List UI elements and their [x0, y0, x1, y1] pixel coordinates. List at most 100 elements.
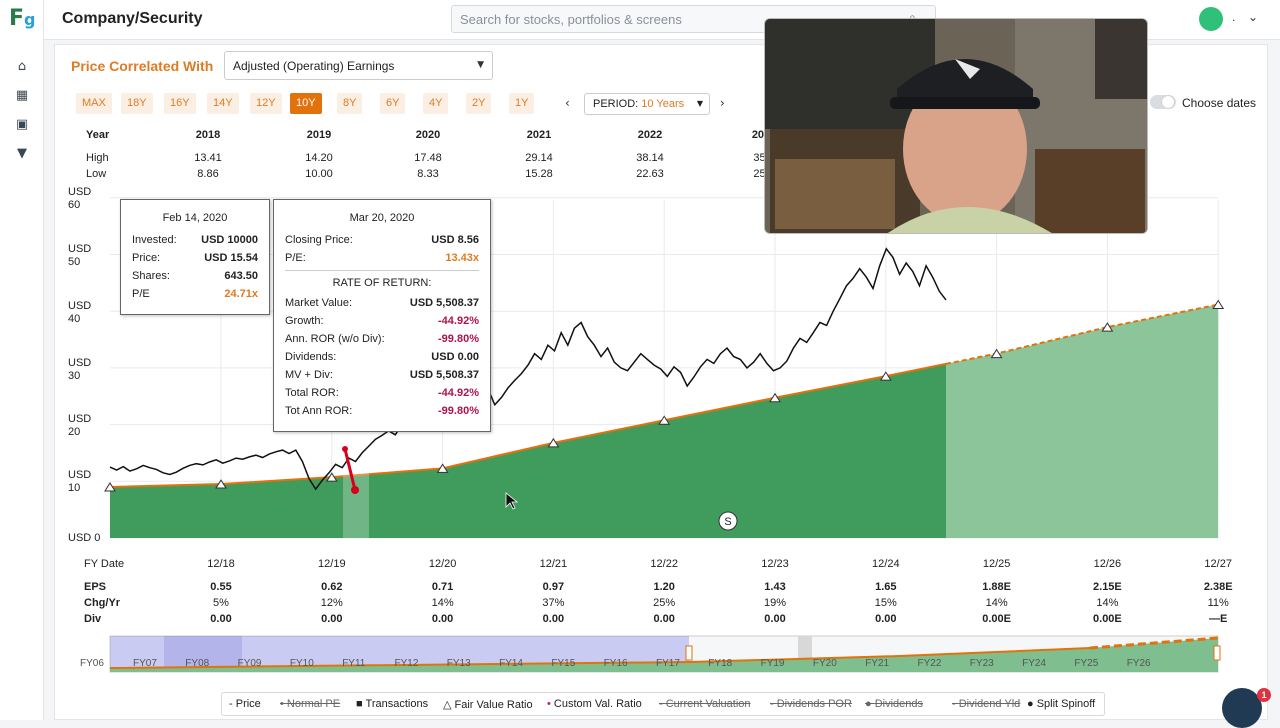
legend-label: Transactions [365, 698, 429, 710]
range-button-14y[interactable]: 14Y [207, 93, 239, 114]
legend-label: Price [235, 698, 261, 710]
legend-marker: ● [1027, 698, 1037, 710]
tooltip-row: Invested: USD 10000 [132, 234, 258, 248]
range-button-8y[interactable]: 8Y [337, 93, 363, 114]
chat-button[interactable] [1222, 688, 1262, 728]
navigator-year-label: FY24 [1022, 658, 1046, 669]
range-button-12y[interactable]: 12Y [250, 93, 282, 114]
fair-value-marker[interactable] [658, 415, 671, 425]
legend-item-dividend-yld[interactable]: - Dividend Yld [952, 698, 1020, 710]
range-button-6y[interactable]: 6Y [380, 93, 406, 114]
y-tick-label: USD 60 [68, 186, 92, 211]
tooltip-value: 24.71x [224, 288, 258, 300]
selection-band [343, 430, 369, 538]
legend-item-dividends-por[interactable]: - Dividends POR [770, 698, 852, 710]
legend-marker: △ [443, 699, 455, 711]
fair-value-marker[interactable] [104, 482, 116, 492]
fy-chg-cell: 14% [1096, 597, 1119, 609]
range-button-2y[interactable]: 2Y [466, 93, 492, 114]
fy-eps-cell: 0.97 [542, 581, 565, 593]
presenter-video-frame [765, 19, 1147, 233]
choose-dates-toggle[interactable] [1150, 95, 1176, 109]
fair-value-marker[interactable] [436, 463, 449, 473]
sidebar: Fg ⌂ ▦ ▣ ▼ [0, 0, 44, 720]
legend-item-normal-pe[interactable]: • Normal PE [280, 698, 340, 710]
navigator-year-label: FY08 [185, 658, 210, 669]
fy-chg-cell: 15% [874, 597, 897, 609]
legend-marker: ● [865, 698, 875, 710]
fy-dates-cell: 12/25 [982, 558, 1011, 570]
range-button-18y[interactable]: 18Y [121, 93, 153, 114]
fy-chg-cell: 14% [985, 597, 1008, 609]
fy-div-cell: 0.00 [431, 613, 454, 625]
tooltip-row: Market Value: USD 5,508.37 [285, 297, 479, 311]
legend-item-dividends[interactable]: ● Dividends [865, 698, 923, 710]
y-tick-label: USD 10 [68, 469, 92, 494]
low-cell: 8.86 [197, 168, 219, 180]
navigator-year-label: FY07 [133, 658, 157, 669]
split-marker[interactable] [718, 511, 738, 531]
legend-marker: - [952, 698, 959, 710]
legend-item-current-valuation[interactable]: - Current Valuation [659, 698, 751, 710]
chart-icon[interactable]: ▦ [15, 88, 29, 103]
tooltip-row: Price: USD 15.54 [132, 252, 258, 266]
navigator-year-label: FY09 [237, 658, 262, 669]
fair-value-marker[interactable] [325, 472, 338, 482]
presenter-video[interactable] [764, 18, 1148, 234]
tooltip-value: USD 5,508.37 [409, 297, 479, 309]
fair-value-marker[interactable] [990, 348, 1003, 359]
tooltip-value: USD 5,508.37 [409, 369, 479, 381]
briefcase-icon[interactable]: ▣ [15, 117, 29, 132]
avatar[interactable] [1199, 7, 1223, 31]
legend-item-transactions[interactable]: ■ Transactions [356, 698, 428, 710]
mouse-cursor-icon [505, 492, 519, 510]
fair-value-marker[interactable] [547, 437, 560, 448]
legend-item-custom-val-ratio[interactable]: • Custom Val. Ratio [547, 698, 642, 710]
fair-value-marker[interactable] [1101, 322, 1114, 332]
transaction-point[interactable] [351, 486, 359, 494]
navigator-year-label: FY14 [499, 658, 523, 669]
chevron-down-icon[interactable]: ⌄ [1248, 10, 1259, 24]
legend-item-fair-value-ratio[interactable]: △ Fair Value Ratio [443, 698, 533, 711]
fair-value-marker[interactable] [769, 392, 781, 403]
caret-down-icon: ▼ [696, 99, 703, 108]
fair-value-marker[interactable] [215, 479, 227, 489]
tooltip-investment: Feb 14, 2020 Invested: USD 10000 Price: USD… [120, 199, 270, 315]
tooltip-value: -44.92% [438, 315, 479, 327]
y-tick-label: USD 40 [68, 300, 92, 325]
home-icon[interactable]: ⌂ [17, 59, 27, 74]
legend-item-price[interactable]: - Price [229, 698, 261, 710]
search-icon[interactable]: ⌕ [909, 10, 916, 24]
range-button-max[interactable]: MAX [76, 93, 112, 114]
y-tick-label: USD 30 [68, 357, 92, 382]
period-value: 10 Years [641, 98, 685, 110]
top-bar: Company/Security Search for stocks, port… [44, 0, 1280, 40]
fy-dates-cell: 12/18 [207, 558, 235, 570]
range-button-16y[interactable]: 16Y [164, 93, 196, 114]
filter-icon[interactable]: ▼ [17, 146, 27, 161]
tooltip-key: Tot Ann ROR: [285, 405, 353, 417]
fair-value-marker[interactable] [1212, 299, 1225, 310]
legend-marker: - [659, 698, 666, 710]
fy-eps-cell: 1.20 [653, 581, 675, 593]
correlation-select[interactable]: Adjusted (Operating) Earnings ▼ [224, 51, 493, 80]
legend-item-split-spinoff[interactable]: ● Split Spinoff [1027, 698, 1095, 710]
high-cell: 29.14 [525, 152, 553, 164]
period-prev-button[interactable]: ‹ [565, 96, 570, 110]
transaction-point[interactable] [342, 446, 348, 452]
period-select[interactable]: PERIOD: 10 Years ▼ [584, 93, 710, 115]
tooltip-key: P/E [132, 288, 150, 300]
legend-label: Dividend Yld [958, 698, 1021, 710]
fair-value-marker[interactable] [879, 371, 892, 381]
fy-chg-cell: 12% [320, 597, 343, 609]
range-button-1y[interactable]: 1Y [509, 93, 535, 114]
tooltip-date: Feb 14, 2020 [162, 212, 228, 224]
legend-marker: - [229, 698, 236, 710]
eps-label: EPS [84, 581, 107, 593]
range-button-10y[interactable]: 10Y [290, 93, 322, 114]
high-cell: 17.48 [414, 152, 442, 164]
period-next-button[interactable]: › [720, 96, 725, 110]
range-button-4y[interactable]: 4Y [423, 93, 449, 114]
logo[interactable]: Fg [9, 6, 36, 31]
high-label: High [86, 152, 109, 164]
